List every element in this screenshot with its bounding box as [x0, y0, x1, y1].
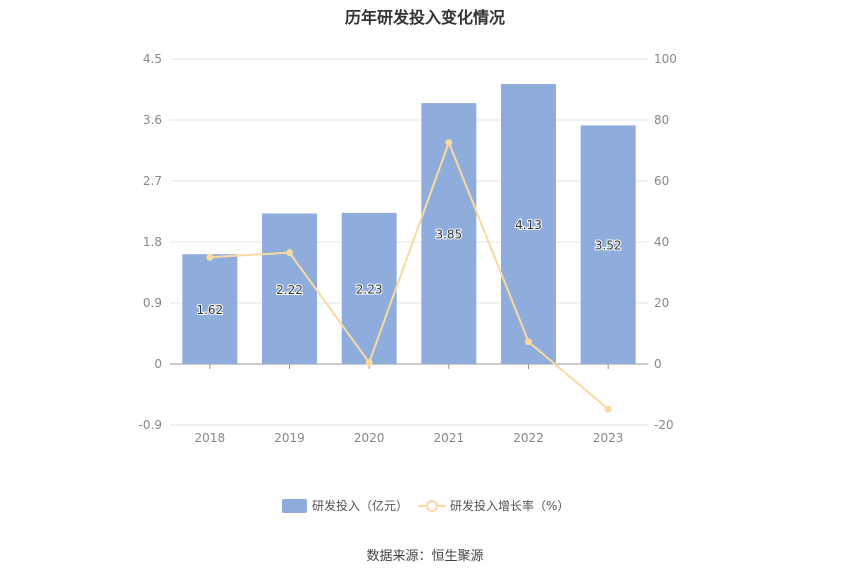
bar-data-label: 3.85 — [435, 228, 462, 242]
bar-data-label: 3.52 — [595, 239, 622, 253]
x-tick-label: 2020 — [354, 431, 385, 445]
growth-point — [206, 253, 214, 261]
x-tick-label: 2019 — [274, 431, 305, 445]
y-right-tick-label: 60 — [654, 174, 669, 188]
source-note: 数据来源：恒生聚源 — [366, 549, 484, 564]
growth-point — [286, 249, 293, 257]
y-left-tick-label: 0 — [154, 357, 162, 371]
legend-label-line: 研发投入增长率（%） — [450, 498, 569, 513]
x-tick-label: 2022 — [513, 431, 544, 445]
bar-data-label: 2.23 — [356, 282, 383, 296]
y-left-tick-label: 4.5 — [143, 52, 162, 66]
bar — [421, 103, 477, 365]
legend-swatch-bar — [282, 499, 307, 513]
y-right-tick-label: -20 — [654, 418, 674, 432]
x-tick-label: 2018 — [195, 431, 226, 445]
bar — [580, 125, 636, 364]
y-left-tick-label: 0.9 — [143, 296, 162, 310]
legend-label-bar: 研发投入（亿元） — [312, 498, 408, 513]
chart-title: 历年研发投入变化情况 — [344, 8, 505, 27]
y-left-tick-label: -0.9 — [139, 418, 162, 432]
growth-point — [365, 358, 373, 366]
x-tick-label: 2023 — [593, 431, 624, 445]
bar-data-label: 4.13 — [515, 218, 542, 232]
growth-point — [604, 405, 612, 413]
growth-point — [445, 139, 453, 147]
x-tick-label: 2021 — [434, 431, 465, 445]
y-right-tick-label: 80 — [654, 113, 669, 127]
bar-data-label: 2.22 — [276, 283, 303, 297]
growth-point — [525, 338, 532, 346]
bar — [501, 84, 556, 365]
y-right-tick-label: 40 — [654, 235, 669, 249]
bar-data-label: 1.62 — [196, 303, 223, 317]
bar — [182, 254, 238, 364]
legend-swatch-marker — [426, 500, 438, 512]
y-right-tick-label: 0 — [654, 357, 662, 371]
y-right-tick-label: 100 — [654, 52, 677, 66]
y-left-tick-label: 1.8 — [143, 235, 162, 249]
bar — [262, 213, 317, 364]
growth-line — [209, 139, 609, 410]
y-left-tick-label: 3.6 — [143, 113, 162, 127]
y-right-tick-label: 20 — [654, 296, 669, 310]
y-left-tick-label: 2.7 — [143, 174, 162, 188]
